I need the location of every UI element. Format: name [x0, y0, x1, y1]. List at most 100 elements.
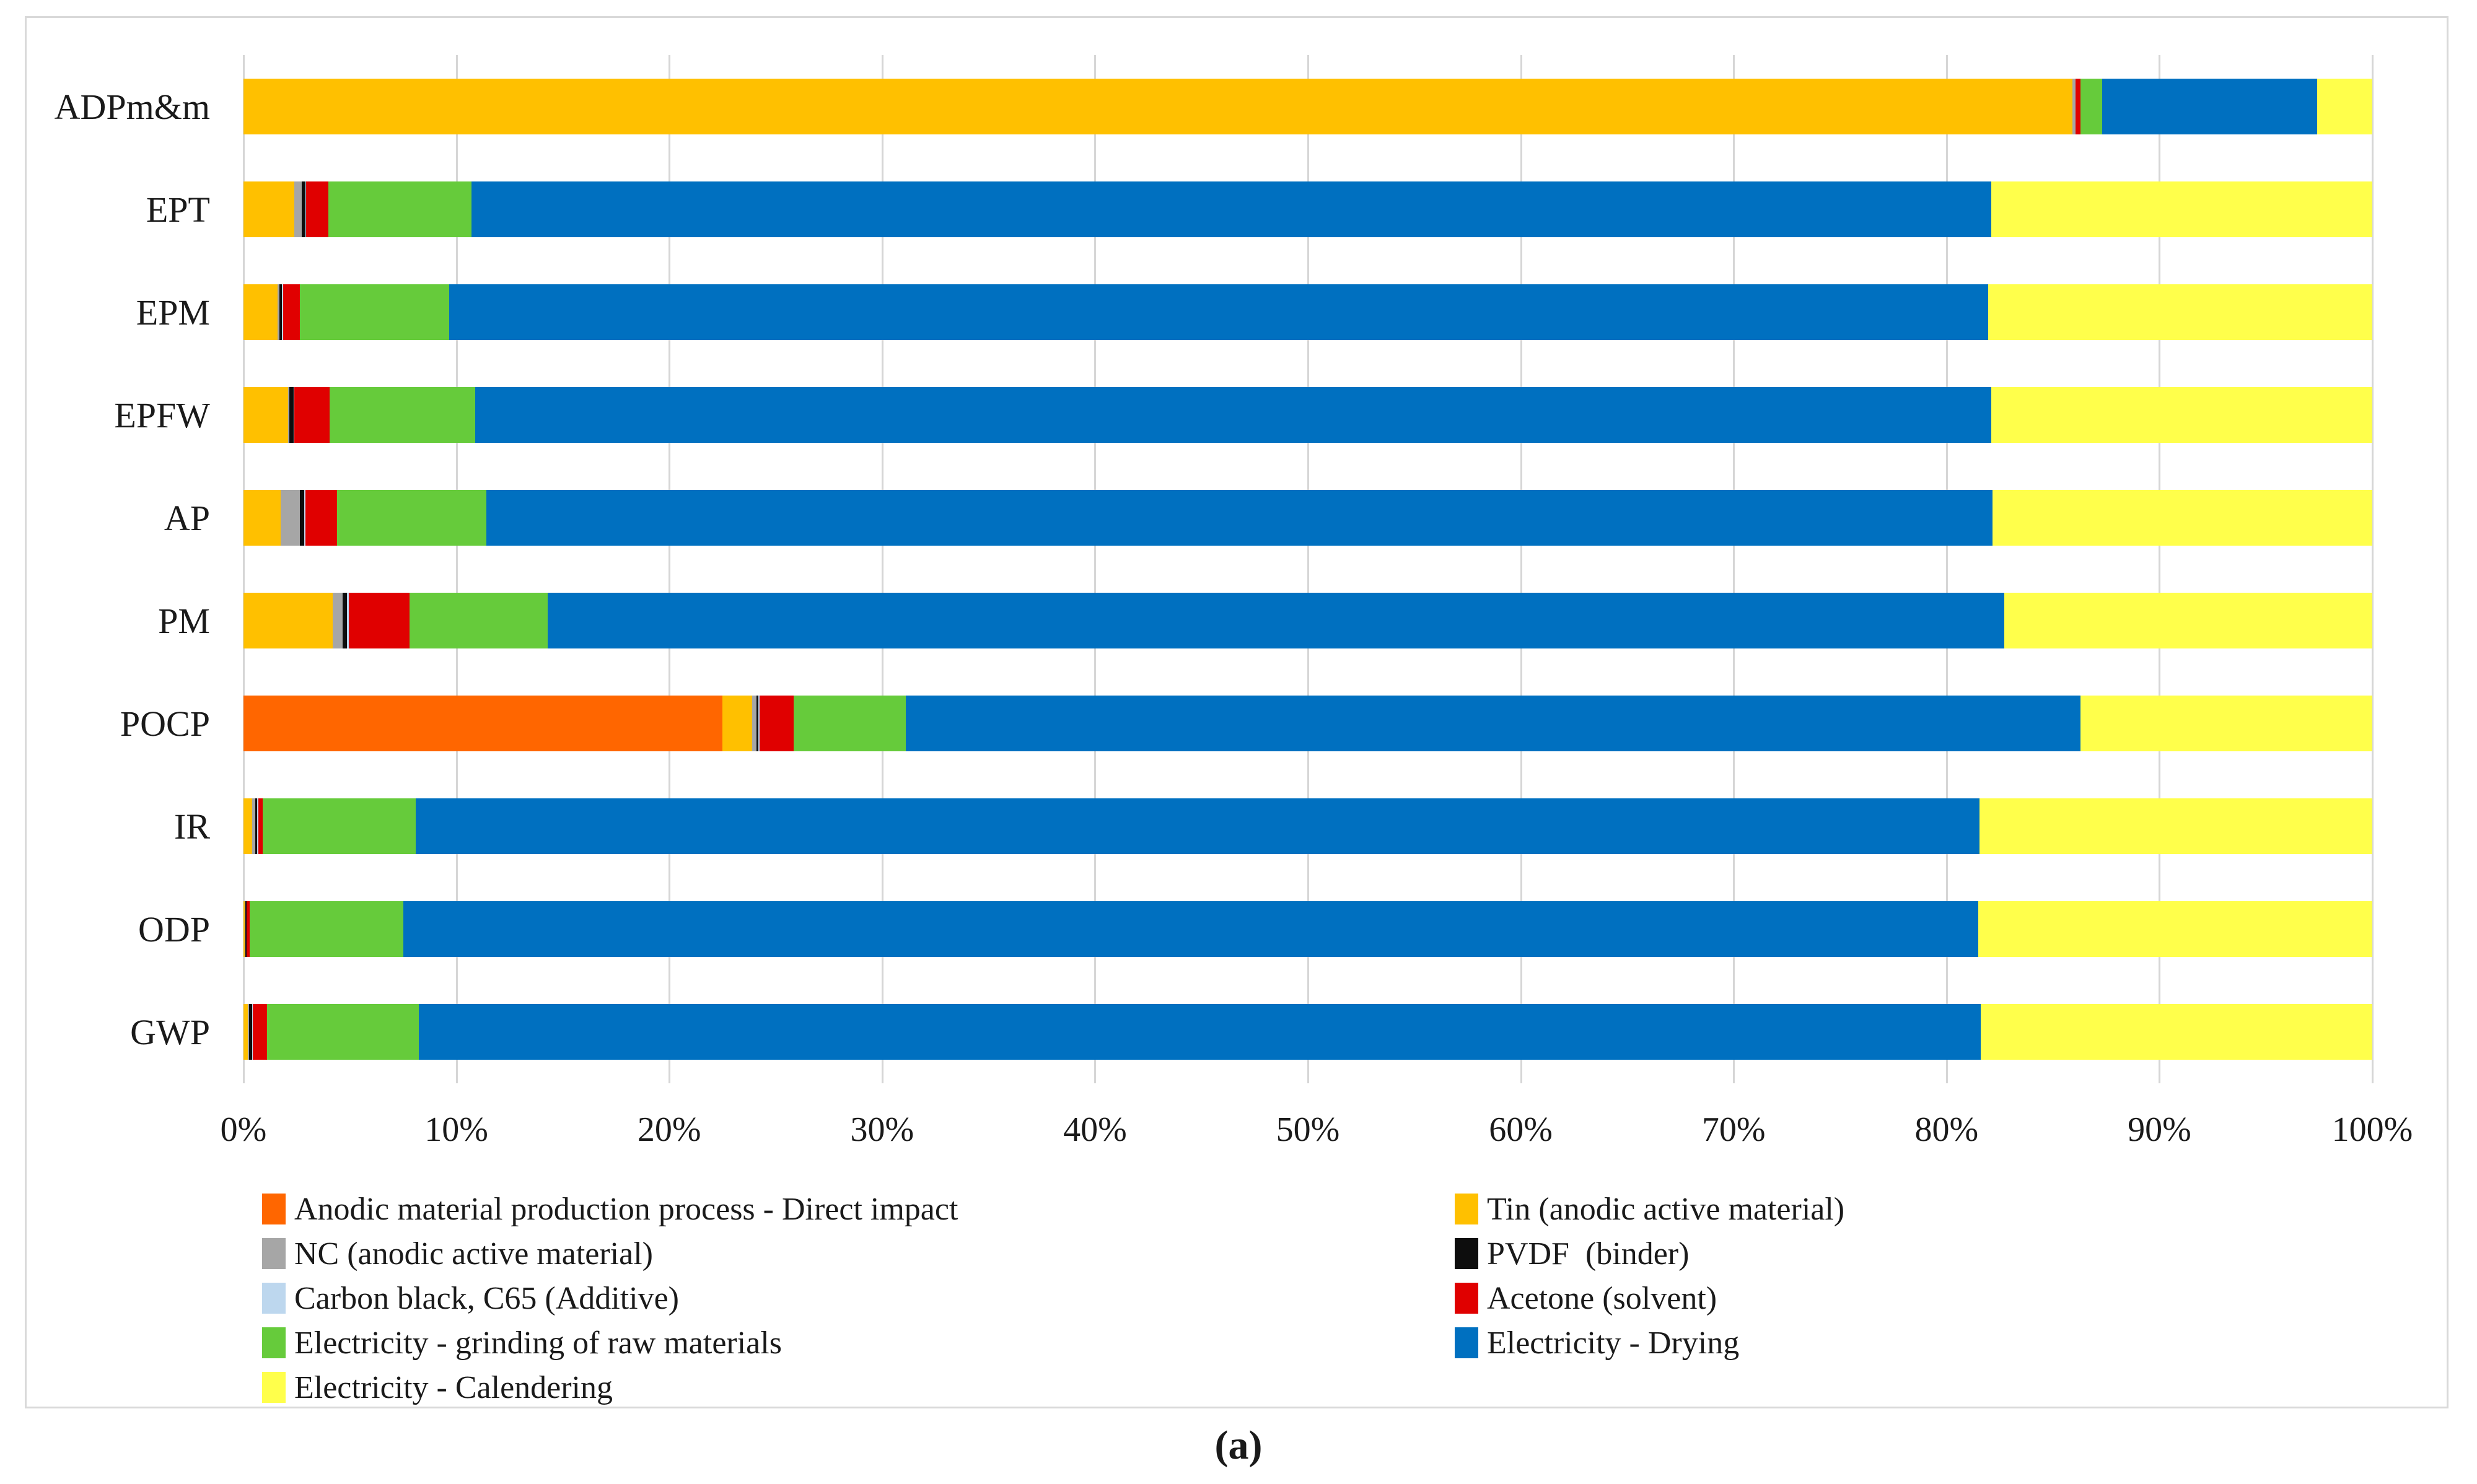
bar-row-EPFW [243, 364, 2372, 466]
bar-row-POCP [243, 672, 2372, 775]
gridline-30% [881, 55, 883, 1083]
bar-segment [409, 593, 548, 648]
gridline-60% [1520, 55, 1522, 1083]
legend-item: Tin (anodic active material) [1455, 1191, 1845, 1227]
bar-segment [281, 284, 283, 340]
figure-caption: (a) [1214, 1423, 1263, 1468]
bar-row-ADPm&m [243, 55, 2372, 158]
bar-segment [2004, 593, 2372, 648]
bar-row-EPM [243, 261, 2372, 364]
stacked-bar [243, 1004, 2372, 1060]
bar-segment [304, 490, 305, 546]
legend-label: Acetone (solvent) [1487, 1280, 1717, 1316]
bar-segment [258, 798, 263, 854]
gridline-40% [1094, 55, 1097, 1083]
bar-segment [449, 284, 1988, 340]
bar-segment [288, 387, 289, 443]
legend-item: NC (anodic active material) [262, 1236, 958, 1272]
bar-segment [1988, 284, 2372, 340]
bar-segment [342, 593, 347, 648]
gridline-100% [2372, 55, 2374, 1083]
bar-segment [248, 1004, 252, 1060]
bar-segment [293, 387, 295, 443]
category-label-AP: AP [164, 497, 210, 538]
bar-segment [548, 593, 2004, 648]
bar-segment [243, 79, 2072, 134]
stacked-bar [243, 798, 2372, 854]
bar-segment [752, 696, 757, 751]
legend-swatch-icon [1455, 1327, 1478, 1358]
bar-segment [2080, 696, 2372, 751]
bar-segment [760, 696, 794, 751]
legend-label: Tin (anodic active material) [1487, 1191, 1845, 1227]
bar-segment [300, 284, 449, 340]
legend-swatch-icon [262, 1238, 286, 1269]
bar-row-GWP [243, 980, 2372, 1083]
bar-segment [302, 181, 305, 237]
bar-segment [252, 1004, 253, 1060]
gridline-50% [1307, 55, 1309, 1083]
stacked-bar [243, 593, 2372, 648]
legend-swatch-icon [262, 1327, 286, 1358]
stacked-bar [243, 696, 2372, 751]
legend-swatch-icon [262, 1372, 286, 1403]
bar-segment [1991, 387, 2372, 443]
bar-row-IR [243, 775, 2372, 878]
bar-row-ODP [243, 878, 2372, 980]
category-axis-labels: ADPm&m EPT EPM EPFW AP PM POCP IR ODP GWP [27, 55, 225, 1083]
bar-segment [1979, 798, 2372, 854]
bar-segment [279, 284, 282, 340]
category-label-EPFW: EPFW [114, 395, 210, 435]
category-label-PM: PM [158, 600, 210, 641]
bar-segment [243, 284, 278, 340]
bar-segment [253, 1004, 267, 1060]
bar-segment [243, 181, 295, 237]
bar-segment [262, 798, 416, 854]
category-label-EPT: EPT [146, 189, 210, 230]
bar-segment [794, 696, 906, 751]
category-label-IR: IR [174, 806, 210, 847]
gridline-10% [455, 55, 458, 1083]
x-tick-label: 100% [2331, 1111, 2413, 1149]
stacked-bar [243, 181, 2372, 237]
category-label-ADPm&m: ADPm&m [54, 86, 210, 127]
legend-label: Electricity - Calendering [294, 1369, 613, 1405]
bar-segment [243, 593, 333, 648]
stacked-bar [243, 284, 2372, 340]
legend-item: Electricity - grinding of raw materials [262, 1325, 958, 1361]
bar-segment [305, 490, 338, 546]
gridline-0% [243, 55, 245, 1083]
bar-segment [2072, 79, 2076, 134]
bar-segment [281, 490, 300, 546]
x-tick-label: 60% [1489, 1111, 1553, 1149]
x-tick-label: 80% [1914, 1111, 1979, 1149]
bar-segment [1978, 901, 2372, 957]
bar-segment [486, 490, 1993, 546]
bar-segment [250, 901, 403, 957]
bar-segment [305, 181, 307, 237]
bar-segment [2075, 79, 2081, 134]
legend-item: Carbon black, C65 (Additive) [262, 1281, 958, 1316]
x-tick-label: 40% [1063, 1111, 1127, 1149]
legend-item: PVDF (binder) [1455, 1236, 1844, 1272]
bar-segment [243, 696, 723, 751]
bar-segment [243, 387, 289, 443]
bar-segment [333, 593, 343, 648]
bar-segment [247, 1004, 249, 1060]
bar-segment [255, 798, 258, 854]
bar-segment [722, 696, 753, 751]
legend-swatch-icon [1455, 1283, 1478, 1314]
x-tick-label: 10% [424, 1111, 488, 1149]
bar-segment [283, 284, 300, 340]
stacked-bar [243, 490, 2372, 546]
x-tick-label: 70% [1701, 1111, 1766, 1149]
bar-segment [294, 387, 330, 443]
x-tick-label: 90% [2128, 1111, 2191, 1149]
bar-segment [252, 798, 255, 854]
bar-row-AP [243, 466, 2372, 569]
gridline-20% [669, 55, 671, 1083]
bar-segment [328, 181, 471, 237]
bar-segment [266, 1004, 419, 1060]
bar-segment [243, 1004, 248, 1060]
legend-label: Electricity - Drying [1487, 1325, 1740, 1361]
